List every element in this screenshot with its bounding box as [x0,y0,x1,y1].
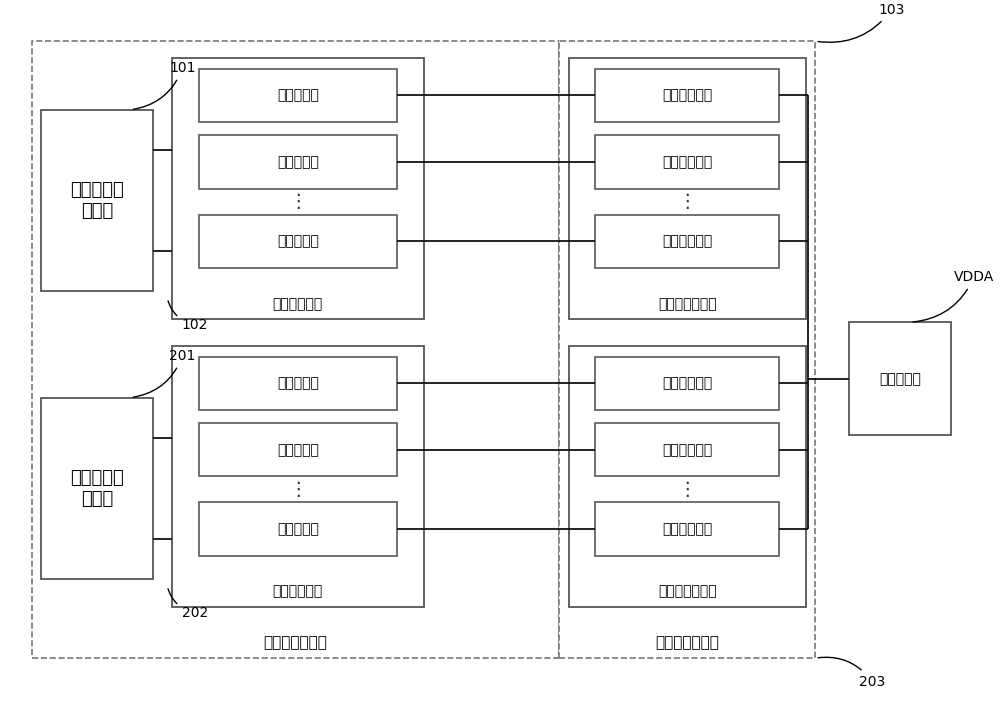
Text: 102: 102 [168,301,208,332]
Bar [849,322,951,435]
Text: 202: 202 [168,589,208,620]
Bar [41,397,153,579]
Text: 第一时钟驱
动电路: 第一时钟驱 动电路 [70,181,124,220]
Bar [199,357,397,410]
Bar [595,215,779,268]
Bar [199,503,397,556]
Bar [569,58,806,319]
Bar [199,423,397,477]
Text: VDDA: VDDA [913,270,994,322]
Text: 敏感电压源: 敏感电压源 [879,372,921,386]
Text: 第二泵电容: 第二泵电容 [277,443,319,457]
Bar [595,135,779,189]
Text: ⋮: ⋮ [288,192,308,211]
Bar [595,503,779,556]
Text: 第二泵电容: 第二泵电容 [277,376,319,390]
Bar [569,346,806,607]
Bar [595,69,779,122]
Bar [199,215,397,268]
Bar [199,135,397,189]
Text: 203: 203 [818,657,885,689]
Text: ⋮: ⋮ [677,192,697,211]
Text: ⋮: ⋮ [677,480,697,499]
Text: 第二受控开关组: 第二受控开关组 [658,585,717,599]
Text: 第一受控开关: 第一受控开关 [662,88,712,102]
Bar [199,69,397,122]
Text: 第一泵电容: 第一泵电容 [277,155,319,169]
Text: 第二受控开关: 第二受控开关 [662,443,712,457]
Text: 第一泵电容组: 第一泵电容组 [273,297,323,311]
Text: 第二受控开关: 第二受控开关 [662,376,712,390]
Bar [559,41,815,658]
Bar [172,58,424,319]
Text: ⋮: ⋮ [288,480,308,499]
Text: 第二受控开关: 第二受控开关 [662,522,712,536]
Text: 201: 201 [133,349,196,397]
Bar [172,346,424,607]
Text: 第一受控开关: 第一受控开关 [662,234,712,249]
Bar [595,423,779,477]
Text: 第二泵电容组: 第二泵电容组 [273,585,323,599]
Bar [595,357,779,410]
Text: 第一泵电容: 第一泵电容 [277,88,319,102]
Bar [32,41,559,658]
Text: 第一泵电容: 第一泵电容 [277,234,319,249]
Text: 101: 101 [133,61,196,110]
Text: 泵电容复用电路: 泵电容复用电路 [655,635,719,651]
Bar [41,110,153,291]
Text: 第一受控开关: 第一受控开关 [662,155,712,169]
Text: 103: 103 [818,3,905,42]
Text: 电荷泵组成模块: 电荷泵组成模块 [263,635,327,651]
Text: 第二泵电容: 第二泵电容 [277,522,319,536]
Text: 第一受控开关组: 第一受控开关组 [658,297,717,311]
Text: 第二时钟驱
动电路: 第二时钟驱 动电路 [70,469,124,508]
